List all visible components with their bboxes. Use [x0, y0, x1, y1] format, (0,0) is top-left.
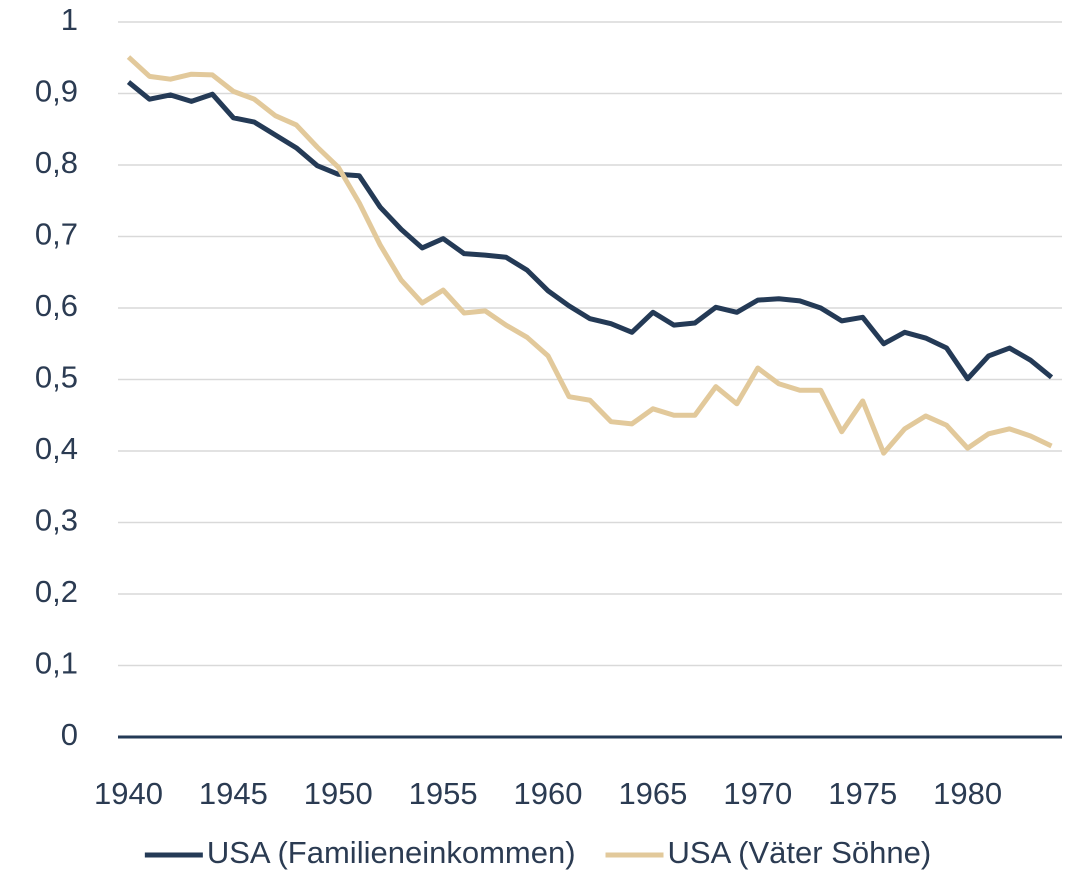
y-tick-label: 1 [61, 2, 78, 37]
y-tick-label: 0,7 [35, 217, 78, 252]
x-tick-label: 1940 [94, 776, 163, 811]
legend-label: USA (Väter Söhne) [668, 835, 932, 870]
y-tick-label: 0,4 [35, 431, 78, 466]
data-line [126, 55, 1053, 456]
x-tick-label: 1960 [514, 776, 583, 811]
y-tick-label: 0,1 [35, 646, 78, 681]
y-tick-label: 0,3 [35, 503, 78, 538]
y-tick-label: 0 [61, 717, 78, 752]
y-tick-label: 0,8 [35, 145, 78, 180]
x-tick-label: 1945 [199, 776, 268, 811]
x-tick-label: 1980 [933, 776, 1002, 811]
y-tick-label: 0,9 [35, 74, 78, 109]
x-tick-label: 1970 [723, 776, 792, 811]
x-tick-label: 1955 [409, 776, 478, 811]
legend-label: USA (Familieneinkommen) [207, 835, 576, 870]
x-tick-label: 1950 [304, 776, 373, 811]
y-tick-label: 0,6 [35, 288, 78, 323]
data-line [126, 80, 1054, 382]
x-tick-label: 1975 [828, 776, 897, 811]
x-tick-label: 1965 [618, 776, 687, 811]
y-tick-label: 0,5 [35, 360, 78, 395]
y-tick-label: 0,2 [35, 574, 78, 609]
